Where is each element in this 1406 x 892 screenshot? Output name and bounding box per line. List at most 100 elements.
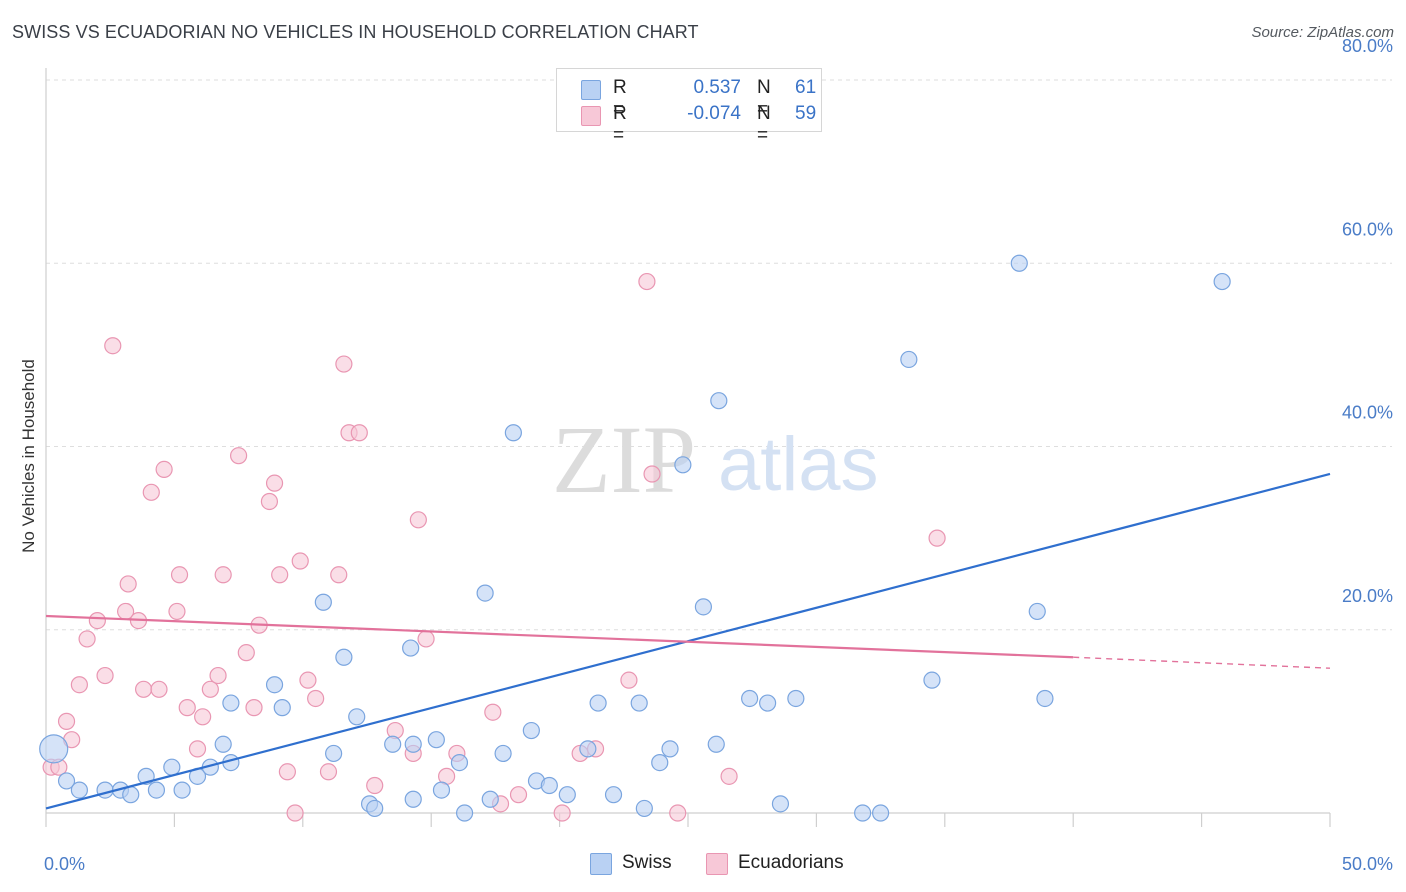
swiss-point-17 (314, 593, 332, 611)
swiss-n-label: N = (757, 77, 771, 120)
swiss-point-59 (1028, 602, 1046, 621)
swiss-point-37 (540, 776, 558, 795)
swiss-point-58 (1010, 254, 1028, 272)
ecuadorians-point-25 (237, 644, 255, 662)
axis-labels: 20.0% 40.0% 60.0% 80.0% 0.0% 50.0% No Vehicles… (19, 36, 1393, 874)
swiss-point-5 (122, 786, 140, 804)
y-tick-label-0: 20.0% (1342, 586, 1393, 606)
swiss-point-48 (710, 392, 728, 410)
ecuadorians-n-label: N = (757, 103, 771, 146)
ecuadorians-point-8 (104, 337, 122, 355)
ecuadorians-point-12 (134, 680, 153, 698)
ecuadorians-trend-extension (1073, 656, 1331, 669)
ecuadorians-point-16 (168, 602, 186, 621)
swiss-point-18 (325, 744, 343, 763)
ecuadorians-points (42, 272, 946, 822)
swiss-point-57 (923, 671, 941, 689)
ecuadorians-point-10 (119, 575, 137, 593)
swiss-point-8 (163, 758, 181, 776)
ecuadorians-point-38 (335, 355, 353, 373)
ecuadorians-n-value: 59 (795, 103, 817, 124)
ecuadorians-point-23 (214, 566, 232, 584)
swiss-point-34 (504, 424, 522, 442)
swiss-point-23 (384, 735, 402, 753)
correlation-legend: R = 0.537 N = 61 R = -0.074 N = 59 (556, 68, 822, 146)
ecuadorians-point-17 (170, 566, 189, 584)
swiss-point-32 (481, 790, 499, 808)
ecuadorians-point-28 (260, 492, 279, 511)
bottom-ecuadorians-label: Ecuadorians (738, 852, 844, 873)
ecuadorians-point-40 (350, 424, 368, 442)
ecuadorians-point-57 (669, 804, 687, 822)
swiss-n-value: 61 (795, 77, 817, 98)
x-tick-label-0: 0.0% (44, 854, 85, 874)
swiss-swatch (581, 80, 601, 100)
swiss-point-52 (771, 795, 790, 813)
ecuadorians-point-30 (271, 566, 289, 584)
swiss-point-49 (707, 735, 725, 753)
swiss-point-60 (1036, 689, 1054, 708)
swiss-point-1 (57, 772, 76, 790)
ecuadorians-point-51 (553, 804, 571, 822)
swiss-point-9 (173, 781, 191, 799)
swiss-point-44 (651, 754, 669, 772)
ecuadorians-point-44 (409, 511, 427, 529)
ecuadorians-point-14 (150, 680, 168, 698)
watermark-zip: ZIP (552, 406, 696, 513)
swiss-point-35 (522, 721, 540, 740)
swiss-point-0 (39, 734, 69, 764)
ecuadorians-point-20 (194, 708, 212, 726)
swiss-point-2 (70, 781, 88, 799)
x-tick-label-1: 50.0% (1342, 854, 1393, 874)
bottom-swiss-label: Swiss (622, 852, 672, 873)
ecuadorians-point-13 (142, 483, 160, 501)
ecuadorians-point-48 (484, 703, 502, 721)
ecuadorians-point-2 (57, 712, 76, 730)
ecuadorians-point-34 (299, 671, 317, 689)
y-tick-label-2: 60.0% (1342, 219, 1393, 239)
ecuadorians-point-6 (88, 611, 106, 630)
swiss-point-45 (661, 740, 679, 758)
ecuadorians-point-32 (286, 804, 304, 822)
swiss-point-55 (871, 804, 890, 822)
ecuadorians-point-4 (70, 676, 88, 694)
ecuadorians-point-56 (643, 465, 661, 483)
swiss-point-24 (404, 735, 422, 753)
watermark: ZIP atlas (552, 406, 879, 513)
ecuadorians-point-35 (307, 689, 325, 708)
ecuadorians-point-26 (245, 699, 263, 717)
ecuadorians-point-24 (230, 447, 248, 465)
swiss-point-27 (427, 731, 445, 749)
y-axis-title: No Vehicles in Household (19, 359, 38, 553)
swiss-point-15 (265, 676, 284, 694)
swiss-point-39 (579, 740, 597, 758)
swiss-point-3 (96, 781, 114, 799)
swiss-point-26 (404, 790, 422, 808)
ecuadorians-point-15 (155, 460, 173, 479)
swiss-point-61 (1213, 272, 1231, 291)
gridlines (46, 79, 1392, 631)
ecuadorians-point-29 (265, 474, 284, 492)
ecuadorians-point-55 (638, 272, 656, 291)
ecuadorians-r-label: R = (613, 103, 627, 146)
swiss-point-53 (787, 689, 805, 708)
ecuadorians-point-59 (928, 529, 946, 547)
ecuadorians-swatch (581, 106, 601, 126)
swiss-point-54 (854, 804, 872, 822)
swiss-point-31 (476, 584, 494, 602)
swiss-point-41 (604, 786, 623, 804)
swiss-point-51 (759, 694, 777, 712)
ecuadorians-point-21 (201, 680, 219, 698)
swiss-point-50 (741, 689, 759, 708)
y-tick-label-1: 40.0% (1342, 403, 1393, 423)
ecuadorians-r-value: -0.074 (687, 103, 741, 124)
swiss-point-22 (366, 799, 384, 818)
ecuadorians-point-37 (330, 566, 348, 584)
ecuadorians-point-5 (78, 630, 96, 648)
watermark-atlas: atlas (718, 422, 879, 507)
chart-title: SWISS VS ECUADORIAN NO VEHICLES IN HOUSE… (12, 22, 699, 42)
ecuadorians-point-45 (417, 630, 435, 648)
swiss-point-43 (635, 799, 653, 818)
trend-lines (45, 472, 1331, 810)
